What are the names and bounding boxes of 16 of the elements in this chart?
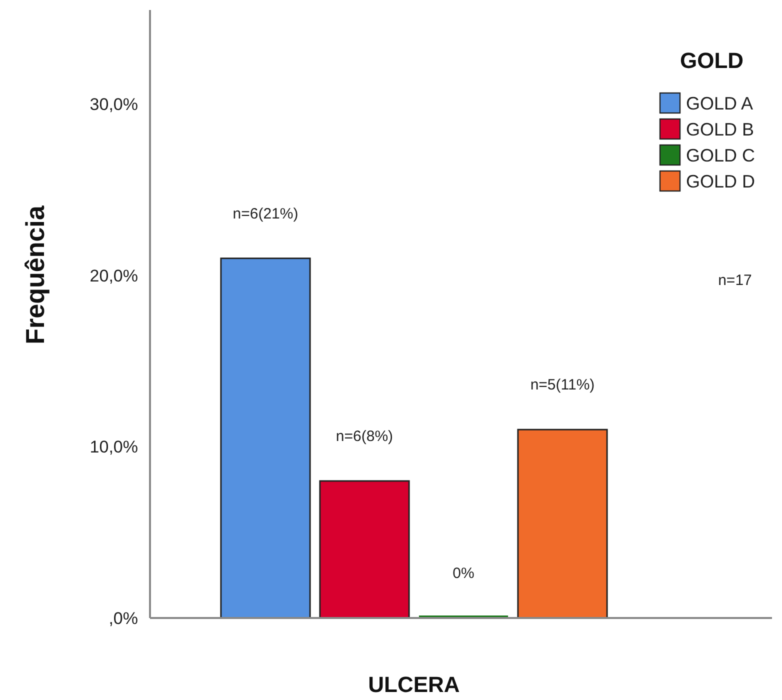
legend-label: GOLD B [686,119,754,140]
y-axis-title: Frequência [20,205,50,344]
x-axis-title: ULCERA [368,672,460,697]
y-tick-label: 20,0% [90,266,138,286]
data-label: n=6(21%) [232,205,298,222]
legend-label: GOLD A [686,93,754,114]
data-label: 0% [452,565,474,582]
data-label: n=6(8%) [336,428,394,445]
legend-label: GOLD C [686,145,756,166]
legend-title: GOLD [680,48,744,73]
legend-label: GOLD D [686,171,756,192]
y-tick-label: 30,0% [90,95,138,114]
y-tick-label: 10,0% [90,438,138,457]
data-label: n=5(11%) [530,376,595,394]
annotation: n=17 [718,272,752,289]
y-tick-label: ,0% [108,608,138,628]
